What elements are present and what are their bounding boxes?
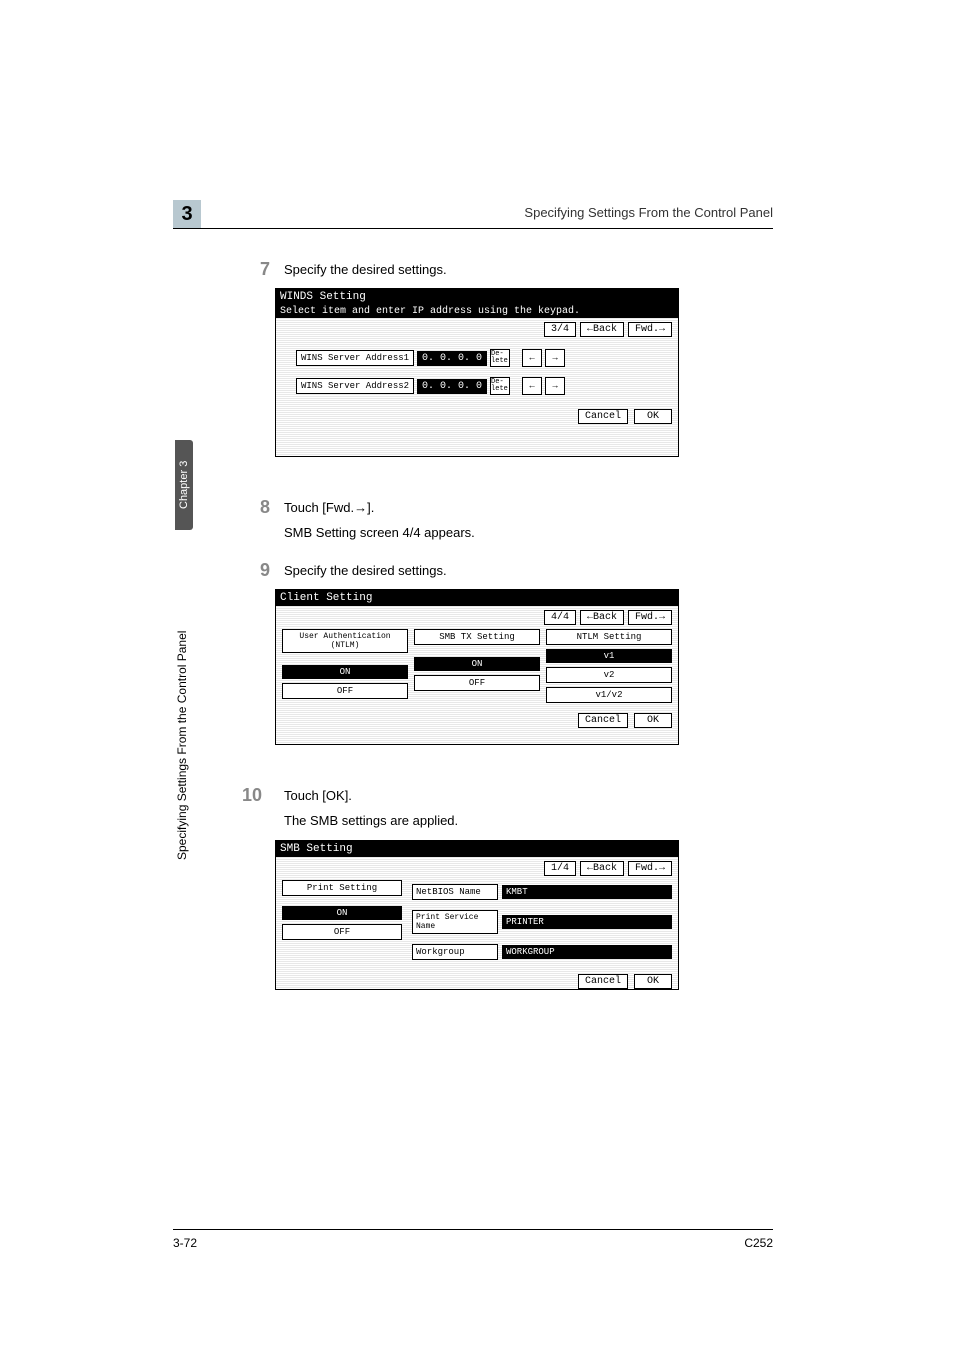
header-rule: [173, 228, 773, 229]
side-vertical-label: Specifying Settings From the Control Pan…: [175, 560, 189, 860]
step-10-text: Touch [OK].: [284, 788, 352, 803]
step-9-number: 9: [240, 560, 270, 581]
footer-page-number: 3-72: [173, 1236, 197, 1250]
workgroup-value: WORKGROUP: [502, 945, 672, 959]
footer-model: C252: [744, 1236, 773, 1250]
netbios-name-label[interactable]: NetBIOS Name: [412, 884, 498, 900]
winds-setting-screen: WINDS Setting Select item and enter IP a…: [275, 288, 679, 457]
wins2-delete-button[interactable]: De-lete: [490, 377, 510, 395]
wins-address1-value[interactable]: 0. 0. 0. 0: [417, 351, 487, 366]
smb-tx-off[interactable]: OFF: [414, 675, 540, 691]
smb-tx-header: SMB TX Setting: [414, 629, 540, 645]
screen2-fwd-button[interactable]: Fwd.→: [628, 610, 672, 625]
wins1-right-button[interactable]: →: [545, 349, 565, 367]
ntlm-v1[interactable]: v1: [546, 649, 672, 663]
screen1-title: WINDS Setting: [276, 289, 678, 305]
screen2-page: 4/4: [544, 610, 576, 625]
header-section-title: Specifying Settings From the Control Pan…: [524, 205, 773, 220]
step-7-text: Specify the desired settings.: [284, 262, 447, 277]
step-8-number: 8: [240, 497, 270, 518]
screen1-ok-button[interactable]: OK: [634, 409, 672, 424]
step-8-subtext: SMB Setting screen 4/4 appears.: [284, 525, 475, 540]
wins1-delete-button[interactable]: De-lete: [490, 349, 510, 367]
wins-address1-label[interactable]: WINS Server Address1: [296, 350, 414, 366]
smb-setting-screen: SMB Setting 1/4 ←Back Fwd.→ Print Settin…: [275, 840, 679, 990]
workgroup-label[interactable]: Workgroup: [412, 944, 498, 960]
footer-rule: [173, 1229, 773, 1230]
chapter-number-tab: 3: [173, 200, 201, 228]
ntlm-header: NTLM Setting: [546, 629, 672, 645]
netbios-name-value: KMBT: [502, 885, 672, 899]
client-setting-screen: Client Setting 4/4 ←Back Fwd.→ User Auth…: [275, 589, 679, 745]
screen3-title: SMB Setting: [276, 841, 678, 857]
ntlm-v2[interactable]: v2: [546, 667, 672, 683]
print-service-value: PRINTER: [502, 915, 672, 929]
screen3-back-button[interactable]: ←Back: [580, 861, 624, 876]
print-setting-off[interactable]: OFF: [282, 924, 402, 940]
print-setting-on[interactable]: ON: [282, 906, 402, 920]
screen1-cancel-button[interactable]: Cancel: [578, 409, 628, 424]
screen2-ok-button[interactable]: OK: [634, 713, 672, 728]
screen3-cancel-button[interactable]: Cancel: [578, 974, 628, 989]
screen1-subtitle: Select item and enter IP address using t…: [276, 305, 678, 318]
wins2-right-button[interactable]: →: [545, 377, 565, 395]
step-9-text: Specify the desired settings.: [284, 563, 447, 578]
screen1-fwd-button[interactable]: Fwd.→: [628, 322, 672, 337]
wins2-left-button[interactable]: ←: [522, 377, 542, 395]
screen2-cancel-button[interactable]: Cancel: [578, 713, 628, 728]
side-chapter-tab: Chapter 3: [175, 440, 193, 530]
step-8-text: Touch [Fwd.→].: [284, 500, 374, 515]
screen3-page: 1/4: [544, 861, 576, 876]
user-auth-header: User Authentication (NTLM): [282, 629, 408, 653]
screen3-fwd-button[interactable]: Fwd.→: [628, 861, 672, 876]
screen3-ok-button[interactable]: OK: [634, 974, 672, 989]
wins-address2-label[interactable]: WINS Server Address2: [296, 378, 414, 394]
print-service-label[interactable]: Print Service Name: [412, 910, 498, 934]
step-7-number: 7: [240, 259, 270, 280]
user-auth-off[interactable]: OFF: [282, 683, 408, 699]
wins-address2-value[interactable]: 0. 0. 0. 0: [417, 379, 487, 394]
ntlm-v1v2[interactable]: v1/v2: [546, 687, 672, 703]
step-10-subtext: The SMB settings are applied.: [284, 813, 458, 828]
step-10-number: 10: [232, 785, 262, 806]
screen2-back-button[interactable]: ←Back: [580, 610, 624, 625]
wins1-left-button[interactable]: ←: [522, 349, 542, 367]
screen1-page: 3/4: [544, 322, 576, 337]
screen1-back-button[interactable]: ←Back: [580, 322, 624, 337]
screen2-title: Client Setting: [276, 590, 678, 606]
user-auth-on[interactable]: ON: [282, 665, 408, 679]
smb-tx-on[interactable]: ON: [414, 657, 540, 671]
print-setting-header: Print Setting: [282, 880, 402, 896]
